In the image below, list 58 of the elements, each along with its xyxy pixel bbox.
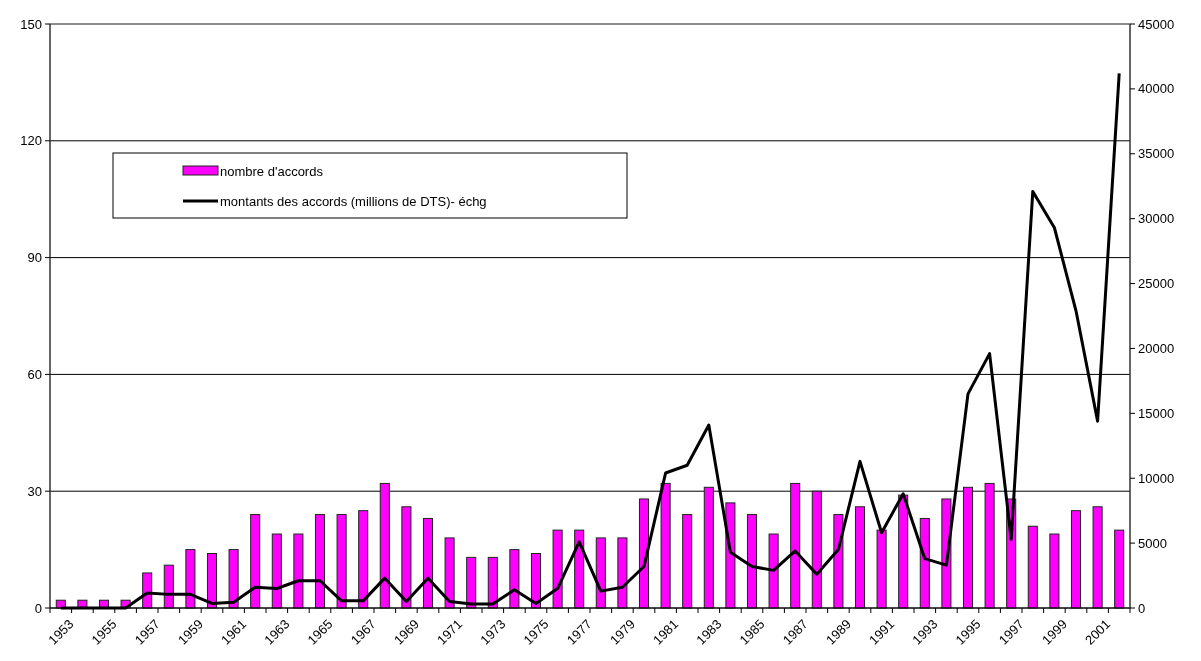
bar [595, 537, 606, 609]
y2-tick-label: 5000 [1138, 535, 1167, 551]
bar [552, 529, 563, 609]
y2-tick-label: 20000 [1138, 340, 1175, 356]
bar [833, 514, 844, 609]
bar [746, 514, 758, 609]
bar [703, 486, 714, 609]
y2-tick-label: 35000 [1138, 146, 1175, 162]
bar [638, 498, 650, 609]
bar [422, 517, 434, 609]
bar [898, 494, 909, 609]
y-tick-label: 30 [27, 483, 42, 499]
bar [1027, 525, 1038, 609]
y2-tick-label: 0 [1138, 600, 1146, 616]
bar [919, 517, 930, 609]
bar [984, 482, 995, 609]
bar [1049, 533, 1060, 609]
bar [660, 482, 671, 609]
bar [444, 537, 455, 609]
y2-tick-label: 10000 [1138, 470, 1175, 486]
bar [1070, 510, 1082, 609]
bar [811, 490, 822, 609]
bar [617, 537, 628, 609]
y2-tick-label: 15000 [1138, 405, 1175, 421]
bar [401, 506, 412, 609]
bar [293, 533, 304, 609]
bar [1114, 529, 1125, 609]
y2-tick-label: 45000 [1138, 16, 1175, 32]
bar [790, 482, 801, 609]
y-tick-label: 90 [27, 250, 42, 266]
bar [185, 549, 196, 609]
bar [509, 549, 520, 609]
y2-tick-label: 40000 [1138, 81, 1175, 97]
bar [466, 556, 477, 609]
bar [358, 510, 369, 609]
bar [271, 533, 282, 609]
y-tick-label: 120 [20, 133, 42, 149]
bar [228, 549, 239, 609]
y-tick-label: 150 [20, 16, 42, 32]
bar [876, 529, 887, 609]
legend-label: montants des accords (millions de DTS)- échg [220, 193, 487, 209]
y2-tick-label: 30000 [1138, 211, 1175, 227]
bar [336, 514, 347, 609]
bar [487, 556, 498, 609]
bar [250, 514, 261, 609]
bar [854, 506, 866, 609]
bar [379, 482, 390, 609]
y-tick-label: 60 [27, 366, 42, 382]
bar [1092, 506, 1103, 609]
bar [962, 486, 974, 609]
bar [206, 552, 218, 609]
bar [314, 514, 326, 609]
bar [682, 514, 693, 609]
bar [530, 552, 542, 609]
y2-tick-label: 25000 [1138, 276, 1175, 292]
bar [768, 533, 779, 609]
legend-label: nombre d'accords [220, 163, 324, 179]
y-tick-label: 0 [34, 600, 42, 616]
